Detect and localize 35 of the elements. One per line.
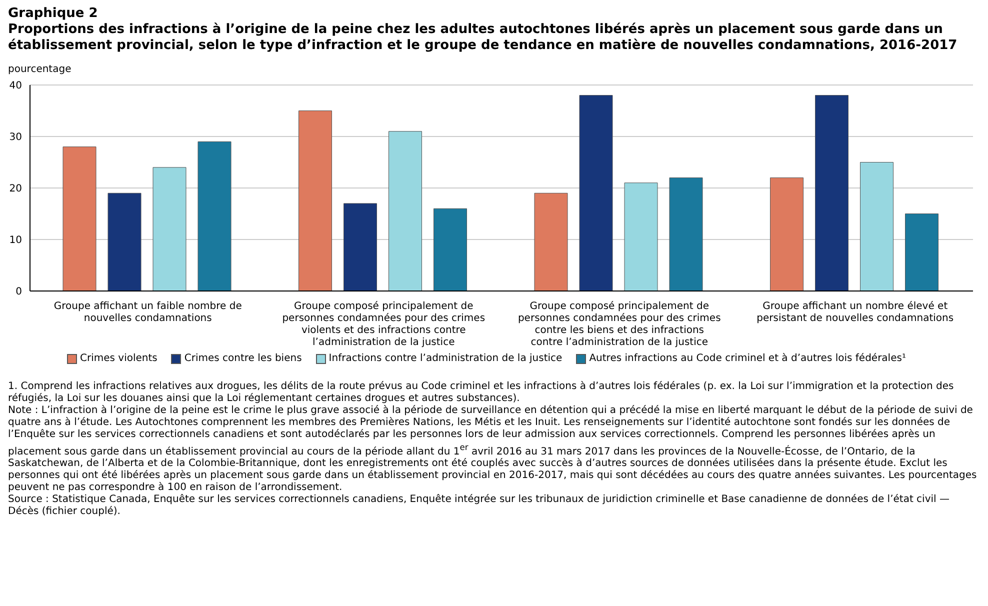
- bar: [108, 192, 142, 291]
- x-tick-label: Groupe composé principalement de personnes condamnées pour des crimes contre les biens et des infractions contre l’administration de la justice: [518, 301, 721, 348]
- y-tick-label: 20: [9, 184, 22, 195]
- bar: [905, 214, 939, 291]
- chart-subtitle: Proportions des infractions à l’origine de la peine chez les adultes autochtones libérés après un placement sous garde dans un établissement provincial, selon le type d’infraction et le groupe de tendance en matière de nouvelles condamnations, 2016-2017: [8, 22, 958, 54]
- y-tick-label: 40: [9, 80, 22, 92]
- bar: [579, 95, 613, 291]
- bar: [770, 177, 804, 291]
- bar: [62, 146, 96, 291]
- bar: [669, 177, 703, 291]
- y-axis-title: pourcentage: [8, 64, 72, 75]
- bar: [815, 95, 849, 291]
- y-tick-label: 10: [9, 235, 22, 246]
- bar: [434, 208, 468, 291]
- text: Note : L’infraction à l’origine de la peine est le crime le plus grave associé à la période de surveillance en détention qui a précédé la mise en liberté marquant le début de la période de suivi de quatre ans à l’étude. Les Autochtones comprennent les membres des Premières Nations, les Métis et les Inuit. Les renseignements sur l’identité autochtone sont fondés sur les données de l’Enquête sur les services correctionnels canadiens et sont autodéclarés par les personnes lors de leur admission aux services correctionnels. Comprend les personnes libérées après un placement sous garde dans un établissement provincial au cours de la période allant du 1$^{er}$ avril 2016 au 31 mars 2017 dans les provinces de la Nouvelle-Écosse, de l’Ontario, de la Saskatchewan, de l’Alberta et de la Colombie-Britannique, dont les enregistrements ont été couplés avec succès à d’autres sources de données utilisées dans la présente étude. Exclut les personnes qui ont été libérées après un placement sous garde dans un établissement provincial en 2016-2017, mais qui sont décédées au cours des quatre années suivantes. Les pourcentages peuvent ne pas correspondre à 100 en raison de l’arrondissement.: [8, 405, 977, 494]
- x-tick-label: Groupe affichant un nombre élevé et persistant de nouvelles condamnations: [756, 301, 954, 324]
- bar: [198, 141, 232, 291]
- legend-label: Crimes violents: [80, 353, 158, 364]
- legend-label: Crimes contre les biens: [184, 353, 302, 364]
- bar: [534, 192, 568, 291]
- bar: [860, 162, 894, 291]
- source-note: Source : Statistique Canada, Enquête sur les services correctionnels canadiens, Enquête intégrée sur les tribunaux de juridiction criminelle et Base canadienne de données de l’état civil — Décès (fichier couplé).: [8, 494, 950, 518]
- x-tick-label: Groupe composé principalement de personnes condamnées pour des crimes violents et des infractions contre l’administration de la justice: [282, 301, 486, 348]
- legend-label: Autres infractions au Code criminel et à d’autres lois fédérales¹: [589, 353, 906, 364]
- y-tick-label: 30: [9, 132, 22, 144]
- text: 1. Comprend les infractions relatives aux drogues, les délits de la route prévus au Code criminel et les infractions à d’autres lois fédérales (p. ex. la Loi sur l’immigration et la protection des réfugiés, la Loi sur les douanes ainsi que la Loi réglementant certaines drogues et autres substances).: [8, 381, 955, 405]
- y-tick-label: 0: [16, 286, 22, 298]
- legend-label: Infractions contre l’administration de la justice: [328, 353, 562, 364]
- chart-title: Graphique 2: [8, 6, 99, 22]
- bar: [388, 131, 422, 291]
- bar: [152, 167, 186, 291]
- bar: [624, 182, 658, 291]
- bar: [298, 110, 332, 291]
- x-tick-label: Groupe affichant un faible nombre de nouvelles condamnations: [54, 301, 242, 324]
- bar: [344, 203, 378, 291]
